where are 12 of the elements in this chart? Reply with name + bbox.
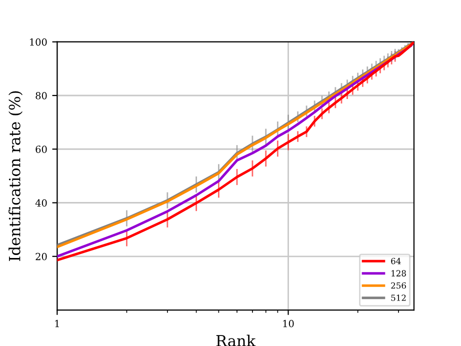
x-tick-label: 10 (283, 320, 294, 328)
legend-label: 128 (392, 270, 406, 276)
y-tick-label: 60 (36, 146, 47, 153)
y-axis-title: Identification rate (%) (8, 91, 23, 261)
y-tick-label: 40 (35, 199, 47, 207)
y-tick-label: 100 (30, 38, 47, 46)
y-tick-label: 80 (36, 92, 47, 100)
legend-label: 256 (391, 282, 406, 289)
x-tick-label: 1 (55, 320, 59, 328)
y-tick-label: 20 (36, 252, 47, 260)
legend-label: 512 (391, 294, 406, 301)
legend-label: 64 (391, 258, 401, 264)
